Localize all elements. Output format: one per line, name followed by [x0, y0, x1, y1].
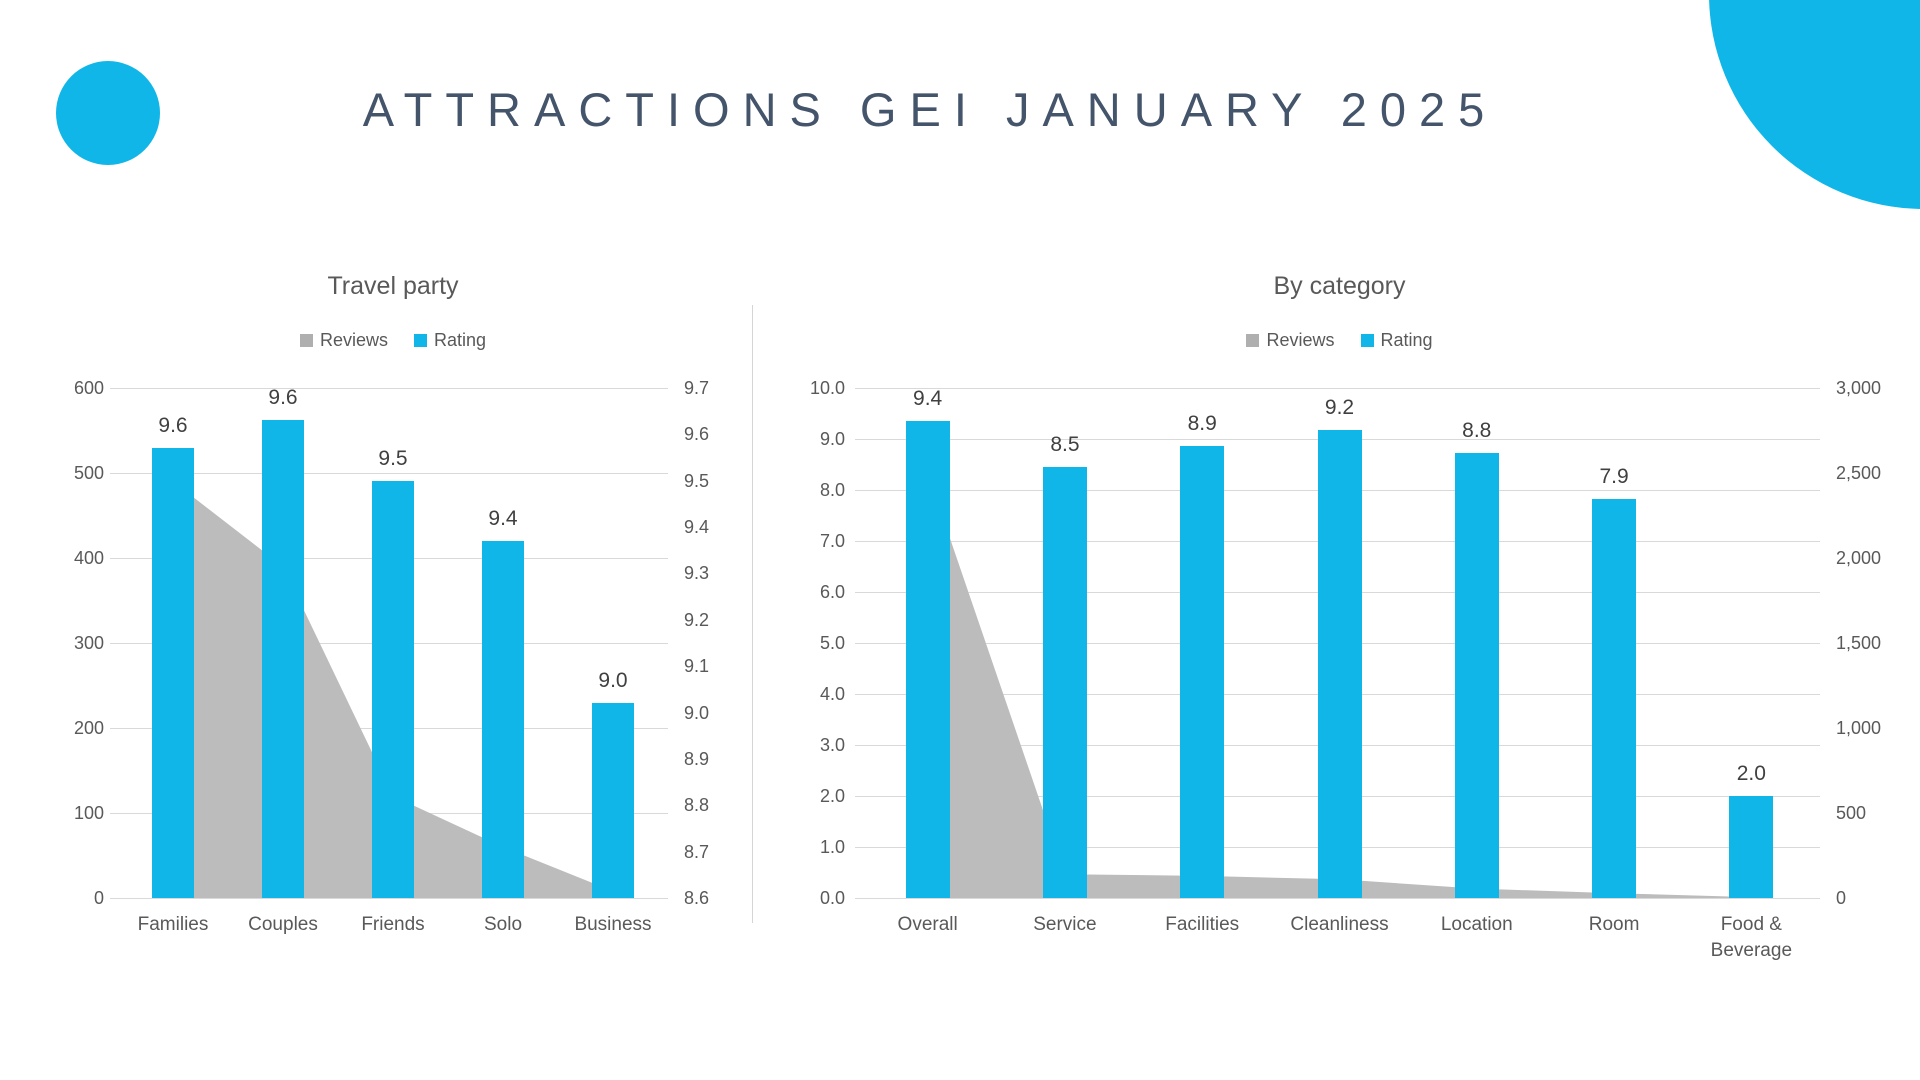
chart-title: Travel party	[327, 272, 459, 300]
bar-overall	[905, 421, 950, 898]
legend-swatch-reviews	[1246, 334, 1260, 347]
category-label: Room	[1588, 914, 1640, 935]
bar-cleanliness	[1317, 430, 1362, 898]
legend-label: Rating	[1380, 330, 1433, 350]
bar-solo	[482, 541, 524, 898]
gridline	[110, 388, 668, 389]
chart-legend: Reviews Rating	[163, 330, 623, 351]
right-axis-tick-label: 9.1	[684, 656, 710, 677]
bar-data-label: 9.6	[158, 414, 188, 438]
left-axis-tick-label: 0.0	[819, 888, 845, 908]
category-label: Location	[1440, 914, 1513, 935]
left-axis-tick-label: 6.0	[819, 582, 845, 602]
left-axis-tick-label: 4.0	[819, 684, 845, 704]
bar-data-label: 9.0	[598, 669, 628, 693]
right-axis-tick-label: 9.2	[684, 609, 710, 630]
left-axis-tick-label: 2.0	[819, 786, 845, 806]
legend-swatch-rating	[1360, 334, 1374, 347]
left-axis-tick-label: 7.0	[819, 531, 845, 551]
left-axis-tick-label: 9.0	[819, 429, 845, 449]
category-label: Cleanliness	[1290, 914, 1389, 935]
right-axis-tick-label: 0	[1836, 888, 1847, 908]
bar-data-label: 9.6	[268, 386, 298, 410]
bar-families	[152, 448, 194, 898]
right-axis-tick-label: 9.3	[684, 563, 710, 584]
right-axis-tick-label: 8.6	[684, 888, 710, 908]
category-label: Couples	[248, 914, 318, 935]
right-axis-tick-label: 9.4	[684, 517, 710, 538]
legend-item-reviews: Reviews	[299, 330, 388, 351]
right-axis-tick-label: 8.9	[684, 748, 710, 769]
legend-label: Reviews	[319, 330, 388, 350]
bar-facilities	[1180, 445, 1225, 898]
chart-legend: Reviews Rating	[1110, 330, 1570, 351]
bar-food-	[1729, 796, 1774, 898]
category-label: Facilities	[1165, 914, 1240, 935]
gridline	[110, 898, 668, 899]
right-axis-tick-label: 1,000	[1836, 718, 1882, 738]
bar-business	[592, 703, 634, 898]
bar-data-label: 7.9	[1599, 464, 1629, 488]
right-axis-tick-label: 8.7	[684, 841, 710, 862]
right-axis-tick-label: 9.6	[684, 424, 710, 445]
category-label: Service	[1033, 914, 1097, 935]
chart-title: By category	[1273, 272, 1406, 300]
chart-divider-line	[752, 305, 753, 923]
bar-location	[1454, 452, 1499, 898]
right-axis-tick-label: 500	[1836, 803, 1867, 823]
right-axis-tick-label: 9.5	[684, 470, 710, 491]
bar-data-label: 8.8	[1462, 418, 1492, 442]
legend-item-rating: Rating	[414, 330, 486, 351]
category-label: Food & Beverage	[1710, 914, 1793, 961]
bar-data-label: 9.4	[488, 507, 518, 530]
decorative-circle	[56, 61, 160, 165]
right-axis-tick-label: 1,500	[1836, 633, 1882, 653]
right-axis-tick-label: 2,500	[1836, 463, 1882, 483]
left-axis-tick-label: 100	[73, 803, 104, 823]
bar-friends	[372, 480, 414, 898]
left-axis-tick-label: 10.0	[809, 378, 845, 398]
bar-data-label: 2.0	[1736, 762, 1766, 785]
legend-item-reviews: Reviews	[1246, 330, 1335, 351]
legend-swatch-rating	[414, 334, 427, 347]
gridline	[855, 898, 1820, 899]
left-axis-tick-label: 300	[73, 633, 104, 653]
legend-item-rating: Rating	[1360, 330, 1433, 351]
left-axis-tick-label: 600	[73, 378, 104, 398]
legend-label: Reviews	[1266, 330, 1335, 350]
category-label: Friends	[361, 914, 425, 935]
category-label: Overall	[897, 914, 958, 935]
right-axis-tick-label: 2,000	[1836, 548, 1882, 568]
bar-room	[1592, 498, 1637, 898]
left-axis-tick-label: 3.0	[819, 735, 845, 755]
gridline	[110, 473, 668, 474]
category-label: Families	[137, 914, 209, 935]
right-axis-tick-label: 9.0	[684, 702, 710, 723]
bar-data-label: 8.9	[1187, 411, 1217, 435]
bar-data-label: 9.5	[378, 446, 408, 470]
bar-data-label: 9.2	[1324, 396, 1355, 420]
bar-data-label: 8.5	[1050, 433, 1080, 457]
right-axis-tick-label: 3,000	[1836, 378, 1882, 398]
right-axis-tick-label: 9.7	[684, 378, 710, 398]
bar-couples	[262, 420, 304, 898]
left-axis-tick-label: 5.0	[819, 633, 845, 653]
legend-label: Rating	[434, 330, 487, 350]
left-axis-tick-label: 500	[73, 463, 104, 483]
bar-data-label: 9.4	[913, 387, 943, 411]
left-axis-tick-label: 0	[93, 888, 104, 908]
gridline	[855, 388, 1820, 389]
left-axis-tick-label: 400	[73, 548, 104, 568]
category-label: Solo	[483, 914, 523, 935]
left-axis-tick-label: 1.0	[819, 837, 845, 857]
category-label: Business	[574, 914, 652, 935]
page-title: ATTRACTIONS GEI JANUARY 2025	[362, 83, 1498, 136]
legend-swatch-reviews	[299, 334, 313, 347]
right-axis-tick-label: 8.8	[684, 795, 710, 816]
left-axis-tick-label: 200	[73, 718, 104, 738]
bar-service	[1042, 467, 1087, 898]
left-axis-tick-label: 8.0	[819, 480, 845, 500]
